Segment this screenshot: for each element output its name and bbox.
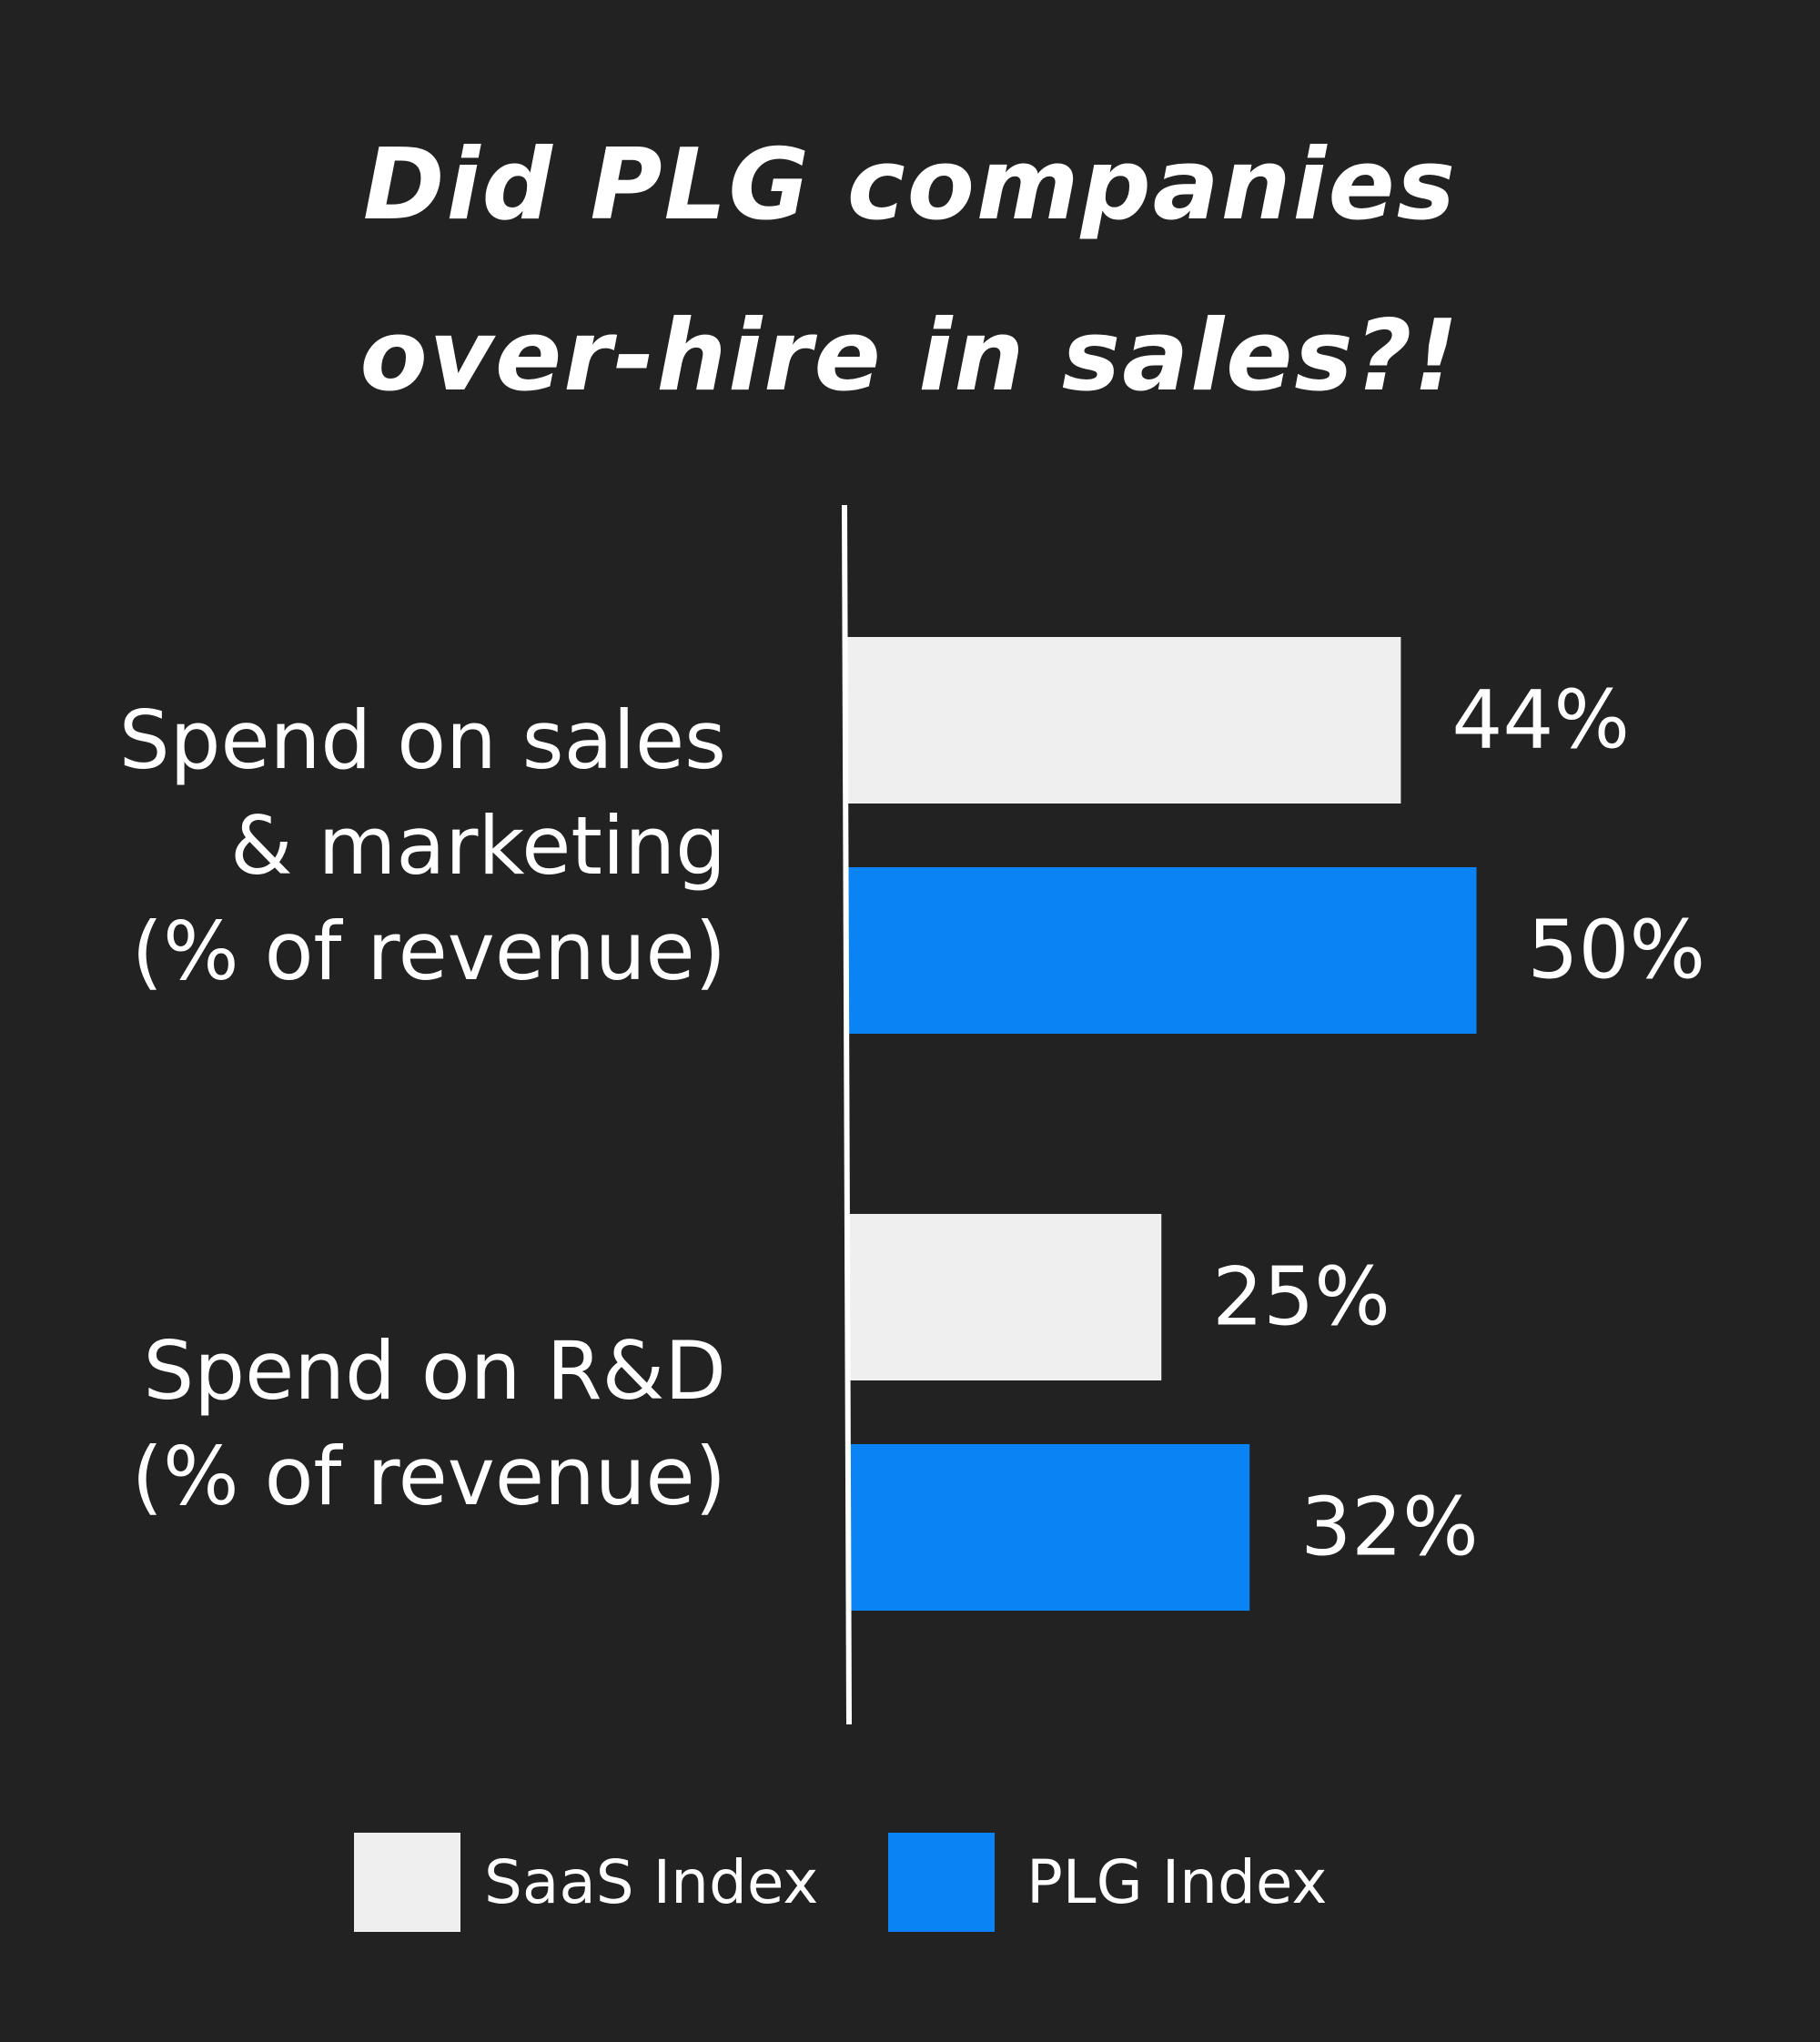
legend-label-plg-index: PLG Index bbox=[1026, 1847, 1328, 1917]
value-label-saas-index-rnd: 25% bbox=[1212, 1250, 1390, 1344]
value-label-saas-index-sales-marketing: 44% bbox=[1451, 673, 1630, 767]
category-label-line: & marketing bbox=[230, 799, 726, 893]
legend-swatch-plg-index bbox=[888, 1833, 995, 1932]
bar-saas-index-rnd bbox=[846, 1214, 1162, 1380]
bar-saas-index-sales-marketing bbox=[846, 637, 1401, 804]
category-label-line: (% of revenue) bbox=[131, 1430, 726, 1523]
bar-plg-index-rnd bbox=[846, 1444, 1250, 1611]
chart-title-line-2: over-hire in sales?! bbox=[359, 299, 1461, 413]
chart-title: Did PLG companies over-hire in sales?! bbox=[0, 100, 1820, 442]
value-labels-group: 44% 25% 50% 32% bbox=[1212, 673, 1705, 1574]
category-label-rnd: Spend on R&D (% of revenue) bbox=[132, 1319, 726, 1530]
legend-label-saas-index: SaaS Index bbox=[484, 1847, 819, 1917]
bar-plg-index-sales-marketing bbox=[846, 867, 1477, 1034]
chart-title-line-1: Did PLG companies bbox=[362, 128, 1458, 242]
value-label-plg-index-sales-marketing: 50% bbox=[1528, 904, 1706, 997]
value-label-plg-index-rnd: 32% bbox=[1300, 1481, 1479, 1574]
legend-swatch-saas-index bbox=[354, 1833, 460, 1932]
y-axis-line bbox=[842, 504, 852, 1725]
category-label-line: (% of revenue) bbox=[131, 905, 726, 998]
category-label-line: Spend on sales bbox=[118, 693, 726, 787]
bars-group bbox=[846, 637, 1477, 1611]
category-label-sales-marketing: Spend on sales & marketing (% of revenue… bbox=[119, 688, 726, 1005]
category-label-line: Spend on R&D bbox=[143, 1324, 726, 1418]
